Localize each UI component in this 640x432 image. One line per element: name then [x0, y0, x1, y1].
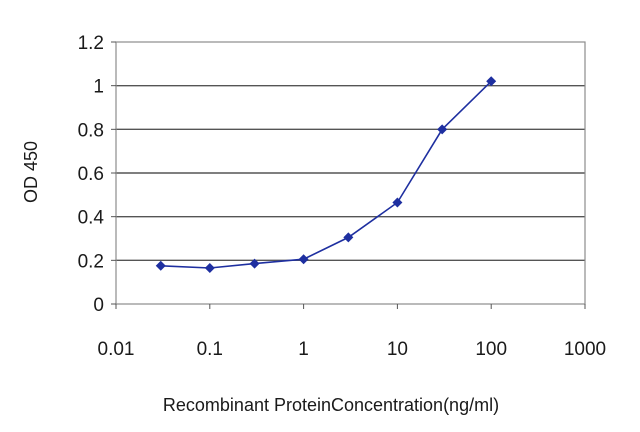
- x-axis-title: Recombinant ProteinConcentration(ng/ml): [163, 395, 499, 415]
- y-axis-title: OD 450: [21, 141, 41, 203]
- data-point-marker: [298, 254, 309, 265]
- data-point-marker: [392, 197, 403, 208]
- x-tick-label: 0.1: [197, 339, 223, 360]
- series-line: [160, 80, 492, 269]
- y-tick-label: 1: [93, 77, 104, 98]
- y-tick-label: 0: [93, 295, 104, 316]
- data-point-marker: [155, 260, 166, 271]
- y-tick-label: 0.4: [78, 208, 105, 229]
- grid-layer: [116, 84, 585, 262]
- y-tick-label: 0.6: [78, 164, 104, 185]
- series-layer: [155, 76, 497, 273]
- y-tick-label: 0.8: [78, 120, 104, 141]
- data-point-marker: [204, 262, 215, 273]
- tick-layer: 0 0.2 0.4 0.6 0.8 1 1.2 0.01 0.1 1 10 100 1000: [78, 33, 607, 360]
- x-tick-label: 1000: [564, 339, 606, 360]
- x-tick-label: 100: [475, 339, 507, 360]
- data-point-marker: [486, 76, 497, 87]
- y-tick-label: 1.2: [78, 33, 104, 54]
- data-point-marker: [249, 258, 260, 269]
- data-point-marker: [343, 232, 354, 243]
- y-tick-label: 0.2: [78, 251, 104, 272]
- data-point-marker: [437, 124, 448, 135]
- x-tick-label: 0.01: [98, 339, 135, 360]
- x-tick-label: 10: [387, 339, 408, 360]
- x-tick-label: 1: [298, 339, 309, 360]
